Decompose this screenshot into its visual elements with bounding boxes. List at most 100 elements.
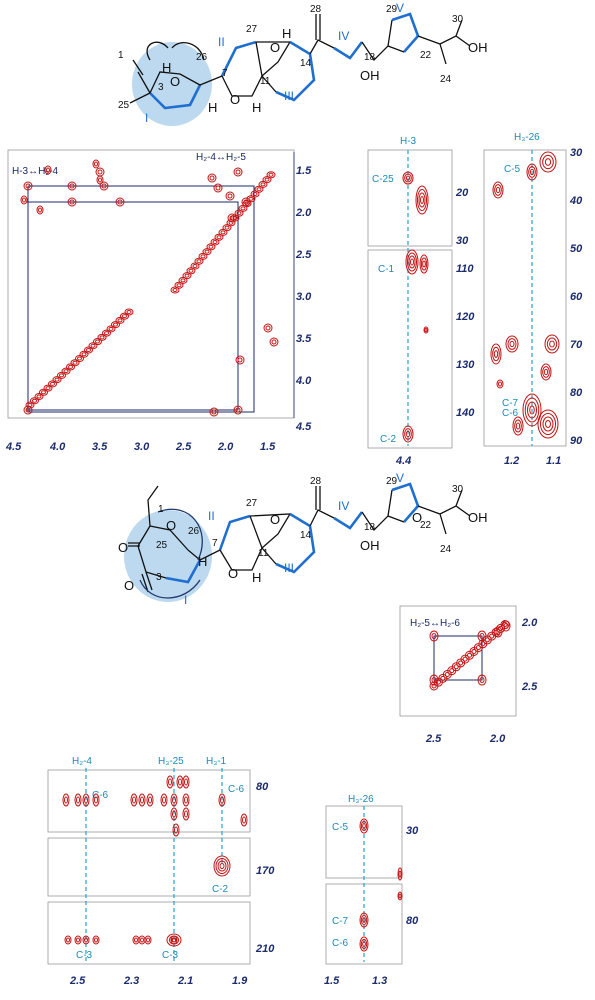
cosy-label: H-3↔H₂-4 [12, 166, 59, 177]
contour-peak [146, 937, 150, 943]
hmbc-header: H₃-25 [158, 756, 184, 767]
ring-label: V [396, 1, 404, 15]
atom-number: 22 [420, 50, 432, 61]
contour-peak [45, 386, 51, 391]
contour-peak [84, 796, 88, 804]
atom-number: 29 [386, 4, 398, 15]
contour-peak [423, 326, 429, 334]
contour-peak [529, 405, 535, 415]
hmbc-label: C-5 [504, 164, 521, 175]
hmbc-h26-x-tick: 1.1 [546, 455, 561, 467]
contour-peak [492, 346, 500, 362]
atom-number: 25 [156, 540, 168, 551]
contour-peak [102, 329, 111, 337]
contour-peak [235, 355, 245, 365]
contour-peak [462, 656, 468, 662]
contour-peak [265, 325, 271, 331]
contour-peak [196, 259, 202, 264]
contour-peak [431, 677, 437, 683]
atom-label: OH [468, 510, 488, 525]
cosy-top-y-tick: 4.0 [295, 375, 312, 387]
cosy-top-x-tick: 2.0 [217, 441, 234, 453]
contour-peak [398, 893, 402, 899]
contour-peak [429, 630, 439, 642]
contour-peak [30, 397, 39, 405]
contour-peak [138, 793, 146, 807]
atom-label: O [412, 510, 422, 525]
atom-number: 11 [258, 548, 269, 559]
contour-peak [362, 823, 366, 829]
contour-peak [146, 793, 154, 807]
contour-peak [84, 346, 93, 354]
contour-peak [23, 181, 33, 191]
contour-peak [176, 283, 182, 288]
ring-iii-bonds [275, 40, 316, 102]
hmbc-bl-x-tick: 1.9 [232, 975, 248, 987]
ring-label: III [284, 561, 294, 575]
contour-peak [75, 354, 84, 362]
contour-peak [420, 196, 424, 204]
contour-peak [88, 342, 98, 350]
contour-peak [397, 891, 403, 901]
hmbc-h26-x-tick: 1.2 [504, 455, 519, 467]
contour-peak [79, 350, 89, 358]
contour-peak [64, 935, 72, 945]
hmbc-h26-y-tick: 30 [570, 147, 583, 159]
contour-peak [204, 249, 210, 254]
contour-peak [168, 935, 180, 945]
contour-peak [408, 255, 416, 269]
contour-peak [166, 775, 174, 789]
ring-i-bonds [149, 84, 202, 110]
cosy-top-x-tick: 1.5 [260, 441, 276, 453]
atom-number: 14 [300, 58, 312, 69]
hmbc-br-x-tick: 1.3 [372, 975, 387, 987]
contour-peak [97, 333, 107, 341]
contour-peak [184, 778, 188, 786]
contour-peak [182, 793, 190, 807]
contour-peak [67, 181, 77, 191]
cosy-small-x-tick: 2.0 [489, 733, 506, 745]
hmbc-h26-y-tick: 50 [570, 243, 583, 255]
atom-label: H [162, 60, 171, 75]
contour-peak [95, 339, 100, 344]
contour-peak [233, 167, 243, 177]
contour-peak [407, 252, 417, 272]
contour-peak [172, 823, 180, 837]
contour-peak [188, 268, 194, 273]
atom-number: 26 [196, 52, 208, 63]
contour-peak [92, 935, 100, 945]
ring-label: IV [338, 29, 349, 43]
contour-peak [480, 641, 486, 647]
bottom-structure: 1 25 26 27 28 29 30 3 7 11 14 18 22 24 I… [118, 471, 488, 607]
hmbc-label: C-7 [502, 398, 519, 409]
contour-peak [90, 343, 96, 348]
contour-peak [54, 377, 60, 382]
contour-peak [502, 622, 508, 628]
contour-peak [227, 213, 237, 223]
contour-peak [61, 367, 71, 375]
atom-label: OH [468, 40, 488, 55]
contour-peak [359, 912, 369, 928]
contour-peak [96, 175, 104, 185]
contour-peak [166, 933, 182, 947]
contour-peak [405, 175, 411, 181]
contour-peak [429, 674, 439, 686]
contour-peak [240, 206, 246, 211]
atom-number: 29 [386, 476, 398, 487]
contour-peak [74, 935, 82, 945]
contour-peak [162, 796, 166, 804]
contour-peak [498, 381, 502, 387]
contour-peak [543, 368, 549, 376]
hmbc-header: H-3 [400, 136, 417, 147]
contour-peak [122, 314, 127, 319]
contour-peak [99, 181, 109, 191]
atom-number: 27 [246, 498, 258, 509]
hmbc-h3-x-tick: 4.4 [395, 455, 411, 467]
hmbc-bottom-right-panel: H₃-26 C-5 C-7 C-6 30 80 1.5 1.3 [324, 794, 419, 987]
contour-peak [240, 813, 248, 827]
hmbc-h3-y-tick: 20 [455, 187, 469, 199]
cosy-top-y-tick: 3.0 [296, 291, 312, 303]
contour-peak [458, 660, 464, 666]
contour-peak [218, 793, 226, 807]
contour-peak [117, 318, 123, 323]
